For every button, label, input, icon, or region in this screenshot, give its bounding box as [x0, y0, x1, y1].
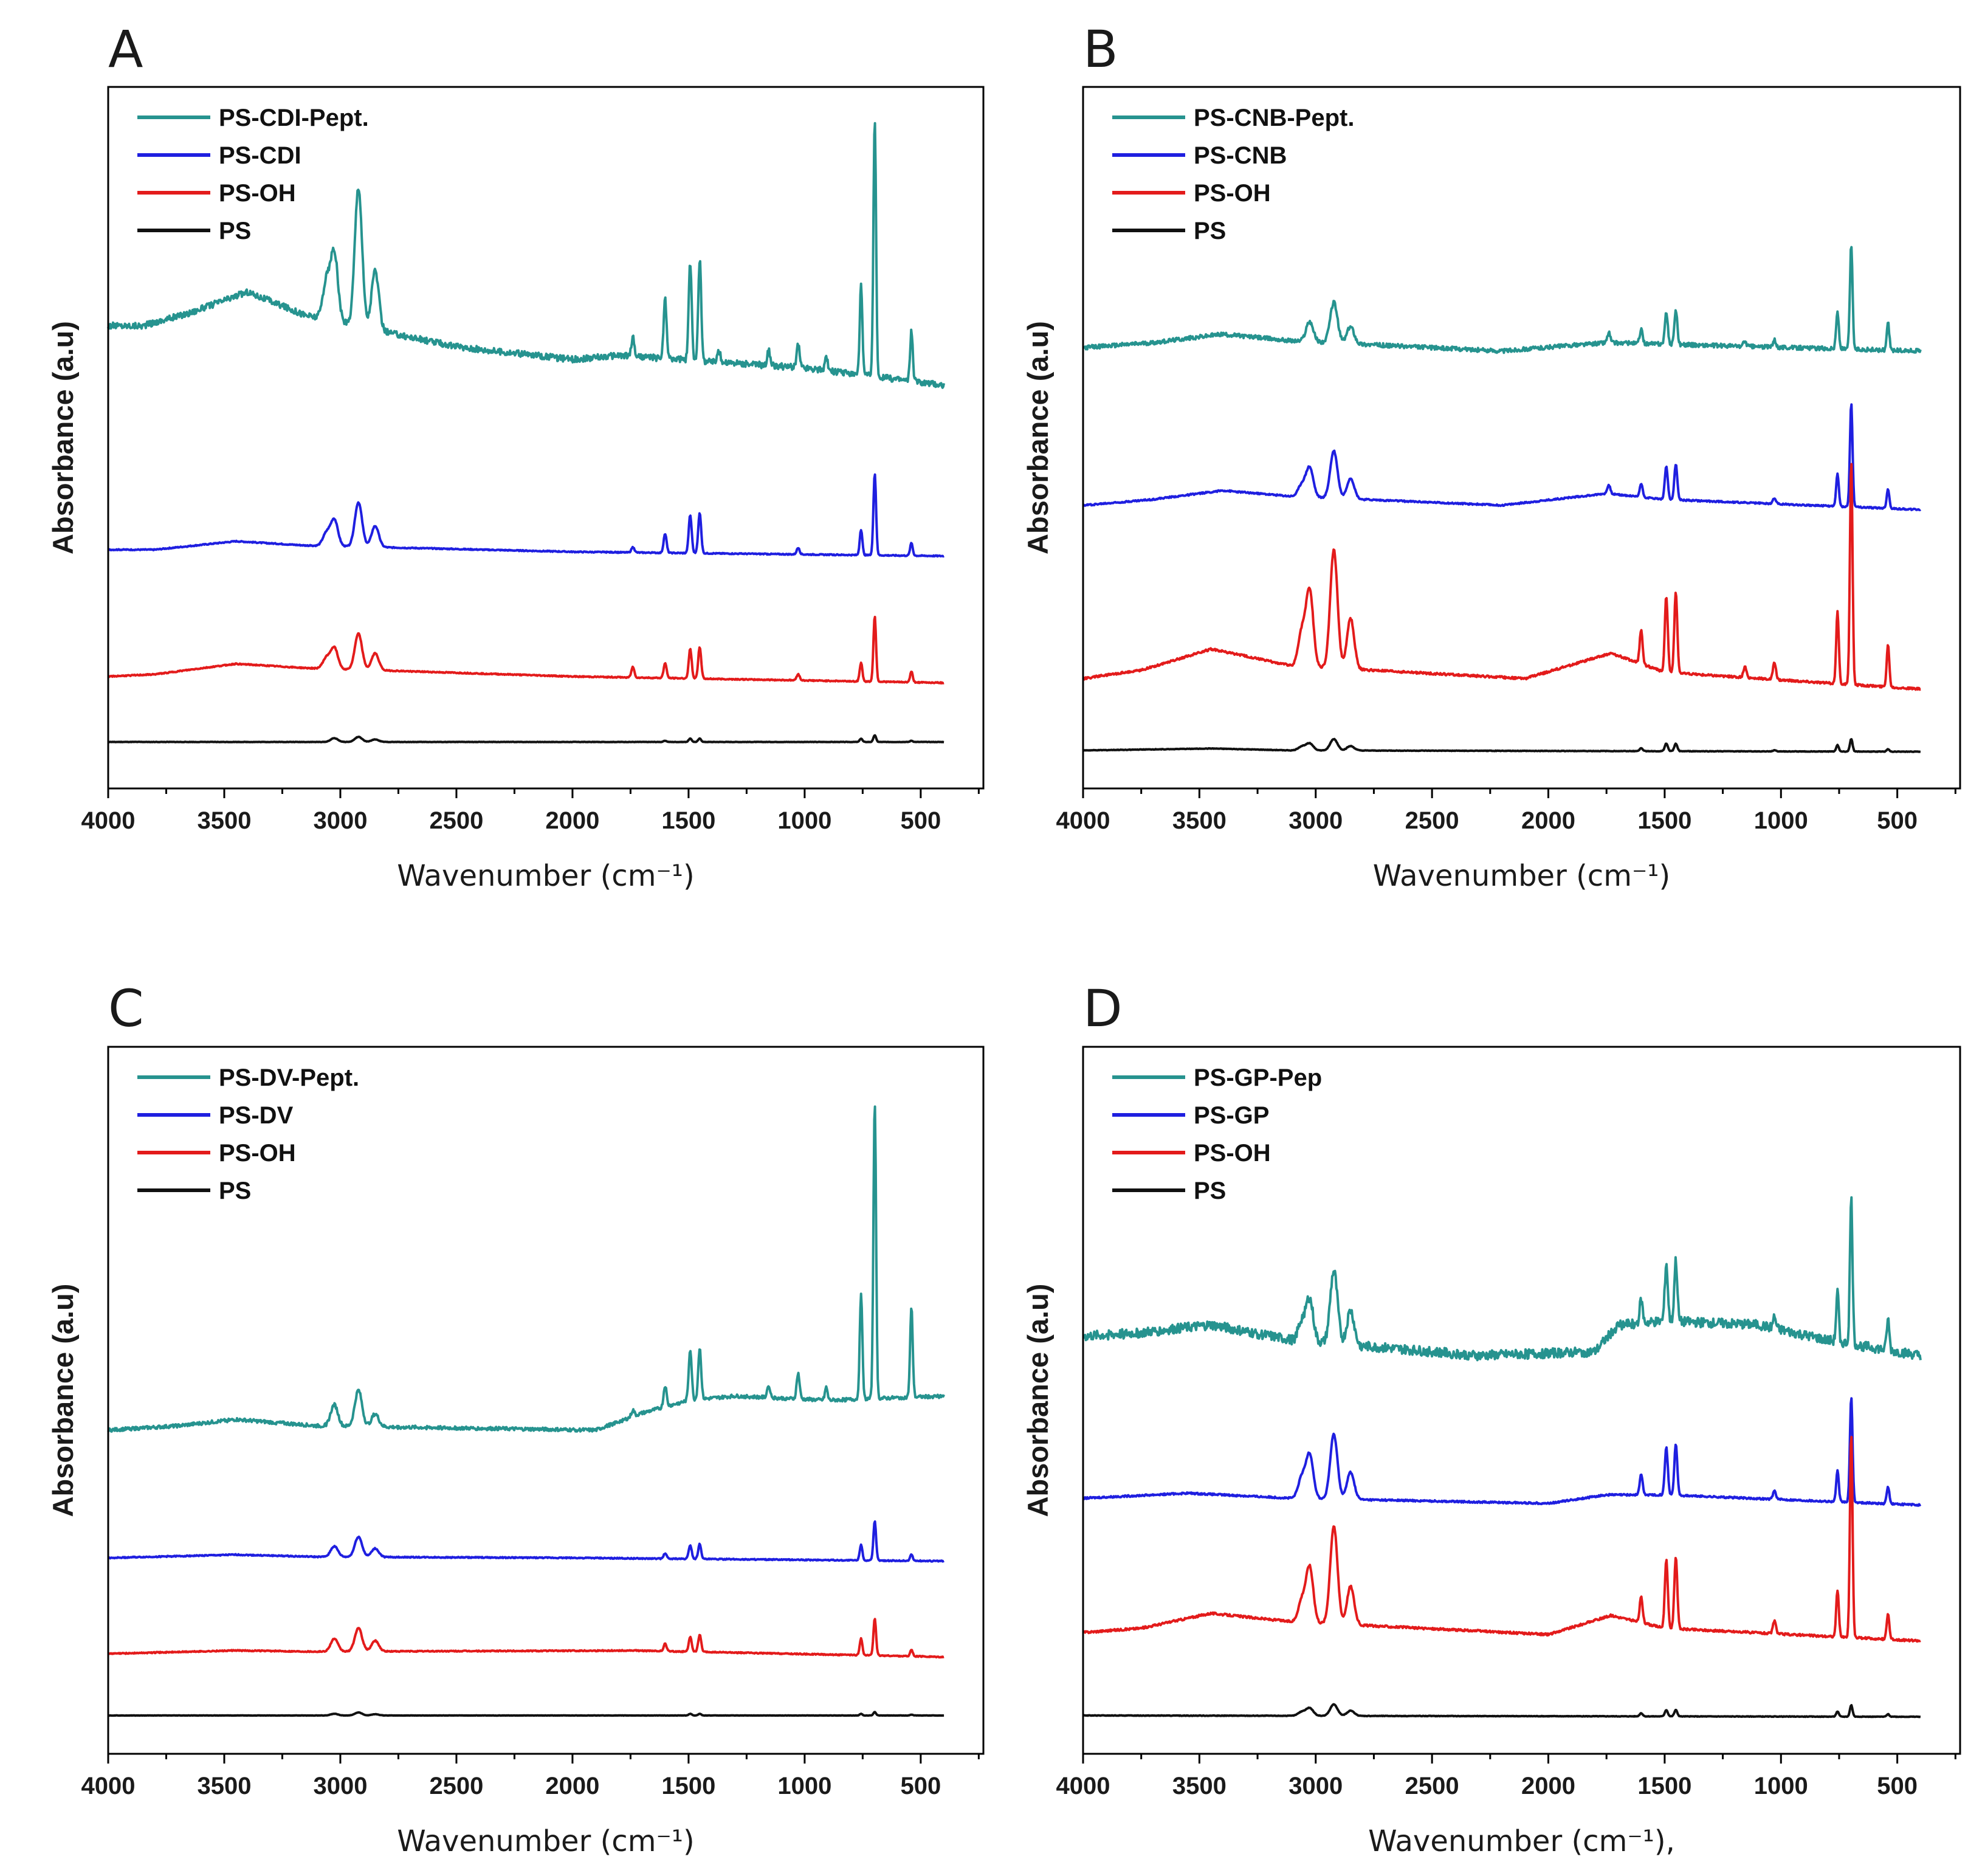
panel-a-plot: 4000 3500 3000 2500 2000 1500 1000 500 Wavenumbe… [47, 86, 985, 893]
panel-d-x-tick-label: 3500 [1172, 1773, 1227, 1799]
panel-a-x-tick-label: 500 [900, 807, 941, 834]
panel-d-series-ps-oh [1082, 1436, 1921, 1643]
panel-a: A [108, 19, 143, 79]
panel-a-x-tick-label: 2500 [429, 807, 483, 834]
panel-b-x-tick-label: 2500 [1405, 807, 1459, 834]
panel-b-y-axis-title: Absorbance (a.u) [1022, 321, 1054, 554]
panel-d-x-axis-title: Wavenumber (cm⁻¹), [1368, 1824, 1675, 1858]
panel-a-legend-label: PS-OH [219, 180, 296, 207]
panel-d-x-tick-label: 500 [1877, 1773, 1918, 1799]
panel-a-legend-label: PS-CDI [219, 142, 301, 169]
panel-c-legend-label: PS-DV [219, 1102, 294, 1129]
panel-c-x-tick-label: 3500 [197, 1773, 251, 1799]
panel-c: C [108, 979, 144, 1038]
panel-d-series-ps-gp [1082, 1397, 1922, 1507]
panel-a-letter: A [108, 19, 143, 79]
panel-c-y-axis-title: Absorbance (a.u) [47, 1284, 79, 1517]
panel-c-series-ps-dv [108, 1520, 944, 1563]
panel-d-x-tick-label: 3000 [1288, 1773, 1343, 1799]
panel-b-legend: PS-CNB-Pept. PS-CNB PS-OH PS [1112, 105, 1354, 244]
panel-c-series-ps-dv-pept [107, 1105, 945, 1433]
panel-b-x-tick-label: 500 [1877, 807, 1918, 834]
panel-a-x-tick-label: 3500 [197, 807, 251, 834]
panel-b-plot: 4000 3500 3000 2500 2000 1500 1000 500 Wavenumbe… [1022, 86, 1961, 893]
panel-c-x-tick-label: 2000 [545, 1773, 599, 1799]
panel-d-legend-label: PS-OH [1194, 1140, 1271, 1167]
panel-d-legend: PS-GP-Pep PS-GP PS-OH PS [1112, 1064, 1322, 1204]
panel-b-legend-label: PS [1194, 218, 1226, 244]
panel-b-letter: B [1083, 19, 1118, 79]
panel-c-plot: 4000 3500 3000 2500 2000 1500 1000 500 Wavenumbe… [47, 1046, 985, 1858]
panel-d-legend-label: PS-GP [1194, 1102, 1269, 1129]
panel-c-legend-label: PS-OH [219, 1140, 296, 1167]
panel-a-series-ps-cdi-pept [107, 122, 946, 389]
panel-c-legend-label: PS [219, 1178, 251, 1204]
panel-d-frame [1082, 1046, 1961, 1755]
panel-b-series-ps [1082, 737, 1921, 753]
panel-d-series-ps [1082, 1703, 1921, 1719]
panel-a-x-tick-label: 1500 [661, 807, 715, 834]
panel-b-x-tick-label: 3500 [1172, 807, 1227, 834]
panel-d-x-tick-label: 1500 [1637, 1773, 1691, 1799]
panel-a-x-tick-label: 3000 [313, 807, 367, 834]
panel-b-x-tick-label: 1500 [1637, 807, 1691, 834]
panel-b-series-ps-cnb-pept [1082, 246, 1922, 354]
panel-c-x-tick-label: 1000 [777, 1773, 831, 1799]
panel-c-legend: PS-DV-Pept. PS-DV PS-OH PS [137, 1064, 359, 1204]
panel-d-legend-label: PS-GP-Pep [1194, 1064, 1322, 1091]
panel-c-x-tick-label: 500 [900, 1773, 941, 1799]
panel-b-legend-label: PS-CNB-Pept. [1194, 105, 1354, 131]
panel-a-legend-label: PS-CDI-Pept. [219, 105, 369, 131]
panel-a-legend-label: PS [219, 218, 251, 244]
panel-c-letter: C [108, 979, 144, 1038]
panel-c-legend-label: PS-DV-Pept. [219, 1064, 359, 1091]
panel-d-x-tick-label: 4000 [1056, 1773, 1110, 1799]
panel-a-frame [107, 86, 985, 790]
panel-c-series-ps [108, 1711, 944, 1717]
panel-d-plot: 4000 3500 3000 2500 2000 1500 1000 500 Wavenumbe… [1022, 1046, 1961, 1858]
panel-b-frame [1082, 86, 1961, 790]
panel-a-x-tick-label: 1000 [777, 807, 831, 834]
panel-b-series-ps-cnb [1082, 403, 1922, 511]
panel-a-legend: PS-CDI-Pept. PS-CDI PS-OH PS [137, 105, 369, 244]
panel-a-series-ps-cdi [108, 473, 944, 558]
panel-a-x-tick-label: 2000 [545, 807, 599, 834]
panel-b-legend-label: PS-CNB [1194, 142, 1287, 169]
panel-d-y-axis-title: Absorbance (a.u) [1022, 1284, 1054, 1517]
panel-a-series-ps [108, 734, 944, 743]
panel-d-legend-label: PS [1194, 1178, 1226, 1204]
panel-b-x-axis-title: Wavenumber (cm⁻¹) [1373, 859, 1671, 893]
panel-b-legend-label: PS-OH [1194, 180, 1271, 207]
panel-c-series-ps-oh [108, 1618, 944, 1659]
panel-b-series-ps-oh [1082, 463, 1921, 691]
panel-d-x-tick-label: 1000 [1754, 1773, 1808, 1799]
panel-b-x-tick-label: 1000 [1754, 807, 1808, 834]
panel-a-x-axis-title: Wavenumber (cm⁻¹) [397, 859, 695, 893]
panel-d-series-ps-gp-pep [1082, 1196, 1922, 1362]
panel-a-y-axis-title: Absorbance (a.u) [47, 321, 79, 554]
panel-a-x-tick-label: 4000 [81, 807, 136, 834]
panel-b: B [1083, 19, 1118, 79]
panel-b-x-tick-label: 2000 [1521, 807, 1575, 834]
panel-c-x-tick-label: 2500 [429, 1773, 483, 1799]
panel-c-x-tick-label: 3000 [313, 1773, 367, 1799]
panel-d-x-tick-label: 2000 [1521, 1773, 1575, 1799]
panel-d-letter: D [1083, 979, 1123, 1038]
panel-d: D [1083, 979, 1123, 1038]
panel-d-x-tick-label: 2500 [1405, 1773, 1459, 1799]
panel-c-frame [107, 1046, 985, 1755]
panel-c-x-tick-label: 1500 [661, 1773, 715, 1799]
panel-b-x-tick-label: 4000 [1056, 807, 1110, 834]
panel-c-x-tick-label: 4000 [81, 1773, 136, 1799]
panel-a-series-ps-oh [107, 615, 944, 685]
panel-c-x-axis-title: Wavenumber (cm⁻¹) [397, 1824, 695, 1858]
panel-b-x-tick-label: 3000 [1288, 807, 1343, 834]
